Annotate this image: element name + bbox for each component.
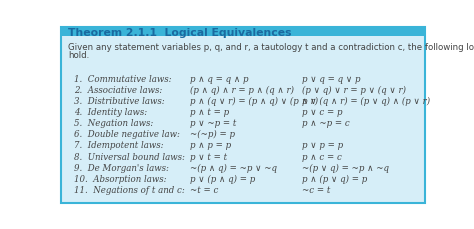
Text: 3.  Distributive laws:: 3. Distributive laws: <box>74 96 164 105</box>
Text: p ∧ (p ∨ q) = p: p ∧ (p ∨ q) = p <box>301 174 367 183</box>
Text: Given any statement variables p, q, and r, a tautology t and a contradiction c, : Given any statement variables p, q, and … <box>68 42 474 52</box>
Text: 10.  Absorption laws:: 10. Absorption laws: <box>74 174 166 183</box>
Text: p ∧ p = p: p ∧ p = p <box>190 141 231 150</box>
Text: p ∨ (q ∧ r) = (p ∨ q) ∧ (p ∨ r): p ∨ (q ∧ r) = (p ∨ q) ∧ (p ∨ r) <box>301 96 430 106</box>
Text: 7.  Idempotent laws:: 7. Idempotent laws: <box>74 141 164 150</box>
Text: p ∨ ~p = t: p ∨ ~p = t <box>190 119 236 128</box>
Text: p ∧ ~p = c: p ∧ ~p = c <box>301 119 349 128</box>
Text: ~(p ∧ q) = ~p ∨ ~q: ~(p ∧ q) = ~p ∨ ~q <box>190 163 277 172</box>
Text: 4.  Identity laws:: 4. Identity laws: <box>74 108 147 117</box>
Text: 11.  Negations of t and c:: 11. Negations of t and c: <box>74 185 185 194</box>
Text: ~c = t: ~c = t <box>301 185 330 194</box>
Text: p ∧ t = p: p ∧ t = p <box>190 108 229 117</box>
Text: p ∧ c = c: p ∧ c = c <box>301 152 342 161</box>
Text: ~(~p) = p: ~(~p) = p <box>190 130 235 139</box>
Text: p ∨ c = p: p ∨ c = p <box>301 108 342 117</box>
Text: p ∧ (q ∨ r) = (p ∧ q) ∨ (p ∧ r): p ∧ (q ∨ r) = (p ∧ q) ∨ (p ∧ r) <box>190 96 318 106</box>
Text: hold.: hold. <box>68 51 90 60</box>
Text: 2.  Associative laws:: 2. Associative laws: <box>74 85 162 94</box>
Text: 8.  Universal bound laws:: 8. Universal bound laws: <box>74 152 185 161</box>
Text: p ∨ q = q ∨ p: p ∨ q = q ∨ p <box>301 74 360 83</box>
Text: p ∨ t = t: p ∨ t = t <box>190 152 227 161</box>
Text: 5.  Negation laws:: 5. Negation laws: <box>74 119 153 128</box>
Text: p ∨ (p ∧ q) = p: p ∨ (p ∧ q) = p <box>190 174 255 183</box>
Text: 6.  Double negative law:: 6. Double negative law: <box>74 130 180 139</box>
Text: Theorem 2.1.1  Logical Equivalences: Theorem 2.1.1 Logical Equivalences <box>68 27 292 37</box>
Text: p ∨ p = p: p ∨ p = p <box>301 141 343 150</box>
Text: (p ∨ q) ∨ r = p ∨ (q ∨ r): (p ∨ q) ∨ r = p ∨ (q ∨ r) <box>301 85 406 94</box>
Text: ~t = c: ~t = c <box>190 185 218 194</box>
Text: p ∧ q = q ∧ p: p ∧ q = q ∧ p <box>190 74 248 83</box>
Text: ~(p ∨ q) = ~p ∧ ~q: ~(p ∨ q) = ~p ∧ ~q <box>301 163 389 172</box>
Text: 9.  De Morgan's laws:: 9. De Morgan's laws: <box>74 163 169 172</box>
Text: 1.  Commutative laws:: 1. Commutative laws: <box>74 74 172 83</box>
Bar <box>61 27 425 37</box>
Text: (p ∧ q) ∧ r = p ∧ (q ∧ r): (p ∧ q) ∧ r = p ∧ (q ∧ r) <box>190 85 294 94</box>
